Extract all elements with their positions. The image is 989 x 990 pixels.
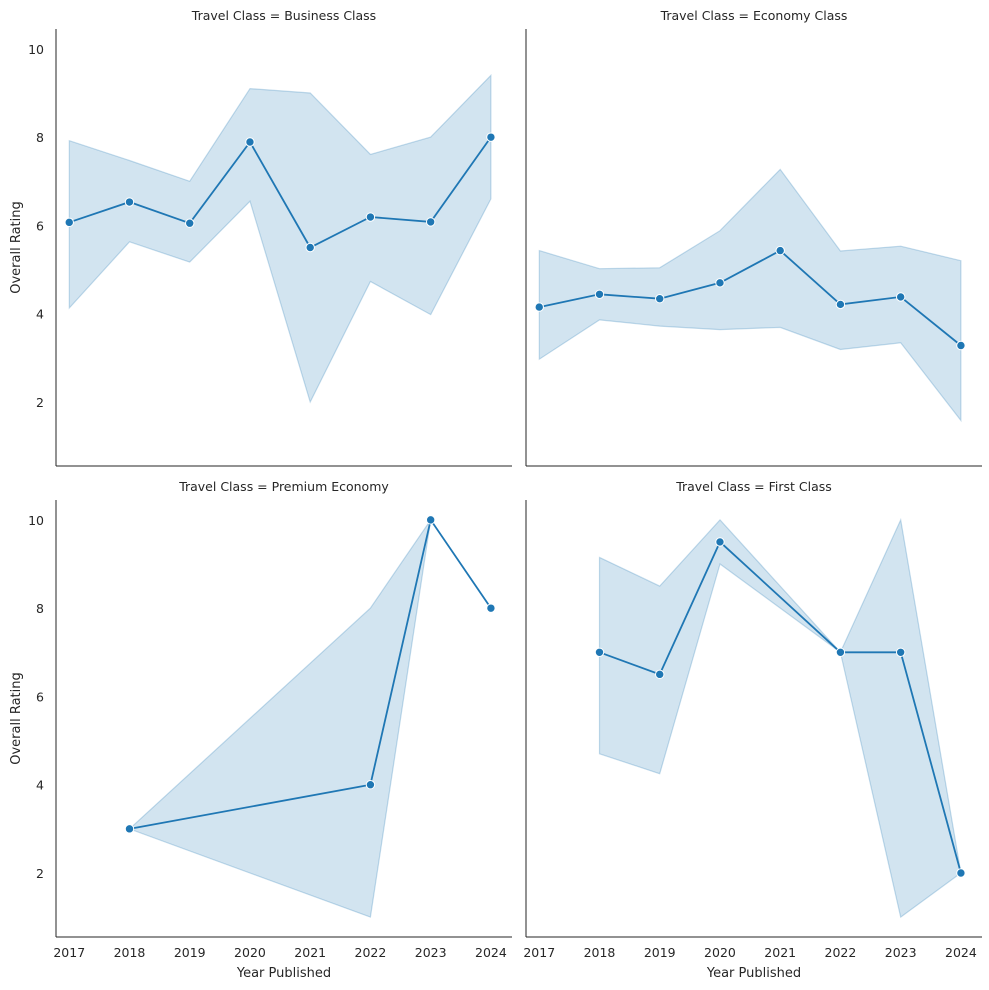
y-tick-label: 8 xyxy=(36,601,44,616)
x-tick-label: 2020 xyxy=(704,945,736,960)
data-point xyxy=(895,292,906,302)
x-tick-label: 2019 xyxy=(644,945,676,960)
y-tick-label: 4 xyxy=(36,307,44,322)
x-tick-label: 2021 xyxy=(764,945,796,960)
data-point xyxy=(655,669,665,680)
facet-title: Travel Class = Premium Economy xyxy=(178,479,389,494)
data-point xyxy=(486,603,496,613)
x-tick-label: 2024 xyxy=(945,945,977,960)
data-point xyxy=(534,302,544,312)
y-axis-label: Overall Rating xyxy=(9,672,24,765)
facet-title: Travel Class = First Class xyxy=(675,479,832,494)
series-line xyxy=(599,540,962,874)
data-point xyxy=(124,197,135,207)
x-tick-label: 2023 xyxy=(415,945,447,960)
x-tick-label: 2018 xyxy=(114,945,146,960)
confidence-band xyxy=(598,517,962,919)
facet-title: Travel Class = Economy Class xyxy=(660,8,848,23)
data-point xyxy=(956,868,966,878)
data-point xyxy=(775,245,785,256)
x-axis-label: Year Published xyxy=(706,966,801,981)
facet-title: Travel Class = Business Class xyxy=(191,8,376,23)
data-point xyxy=(365,212,376,222)
data-point xyxy=(594,289,605,299)
confidence-band xyxy=(538,168,962,423)
confidence-band xyxy=(128,518,492,918)
x-tick-label: 2022 xyxy=(825,945,857,960)
y-axis-label: Overall Rating xyxy=(9,201,24,294)
confidence-band xyxy=(68,73,492,404)
data-point xyxy=(655,294,665,304)
y-tick-label: 2 xyxy=(36,866,44,881)
y-tick-label: 4 xyxy=(36,778,44,793)
data-point xyxy=(715,278,725,288)
x-tick-label: 2017 xyxy=(523,945,555,960)
data-point xyxy=(305,242,315,253)
data-point xyxy=(365,780,376,790)
y-tick-label: 8 xyxy=(36,130,44,145)
data-point xyxy=(185,218,195,228)
y-tick-label: 6 xyxy=(36,218,44,233)
data-point xyxy=(835,647,846,657)
data-point xyxy=(594,647,605,657)
facet-panel-4: 2017 2018 2019 2020 2021 2022 2023 2024 Travel C… xyxy=(523,479,982,981)
x-tick-label: 2020 xyxy=(234,945,266,960)
data-point xyxy=(425,217,436,227)
x-tick-label: 2021 xyxy=(294,945,326,960)
y-tick-label: 10 xyxy=(28,513,44,528)
data-point xyxy=(425,515,436,525)
y-tick-label: 2 xyxy=(36,395,44,410)
facet-panel-3: 2 4 6 8 10 2017 2018 2019 2020 2021 2022 2023 2024 Tr… xyxy=(9,479,512,981)
data-point xyxy=(486,132,496,142)
data-point xyxy=(715,537,725,547)
data-point xyxy=(245,137,255,147)
y-tick-label: 10 xyxy=(28,42,44,57)
x-tick-label: 2022 xyxy=(355,945,387,960)
series-line xyxy=(539,249,962,347)
x-tick-label: 2017 xyxy=(53,945,85,960)
facet-panel-1: 2 4 6 8 10 Travel Class = Business Class Overa… xyxy=(9,8,512,467)
data-point xyxy=(124,824,135,834)
x-tick-label: 2019 xyxy=(174,945,206,960)
x-tick-label: 2018 xyxy=(584,945,616,960)
series-line xyxy=(129,517,492,830)
data-point xyxy=(835,299,846,310)
data-point xyxy=(956,340,966,351)
x-tick-label: 2023 xyxy=(885,945,917,960)
x-axis-label: Year Published xyxy=(236,966,331,981)
facet-panel-2: Travel Class = Economy Class xyxy=(525,8,982,467)
x-tick-label: 2024 xyxy=(475,945,507,960)
data-point xyxy=(895,647,906,657)
series-line xyxy=(69,136,492,249)
y-tick-label: 6 xyxy=(36,689,44,704)
data-point xyxy=(64,217,74,228)
